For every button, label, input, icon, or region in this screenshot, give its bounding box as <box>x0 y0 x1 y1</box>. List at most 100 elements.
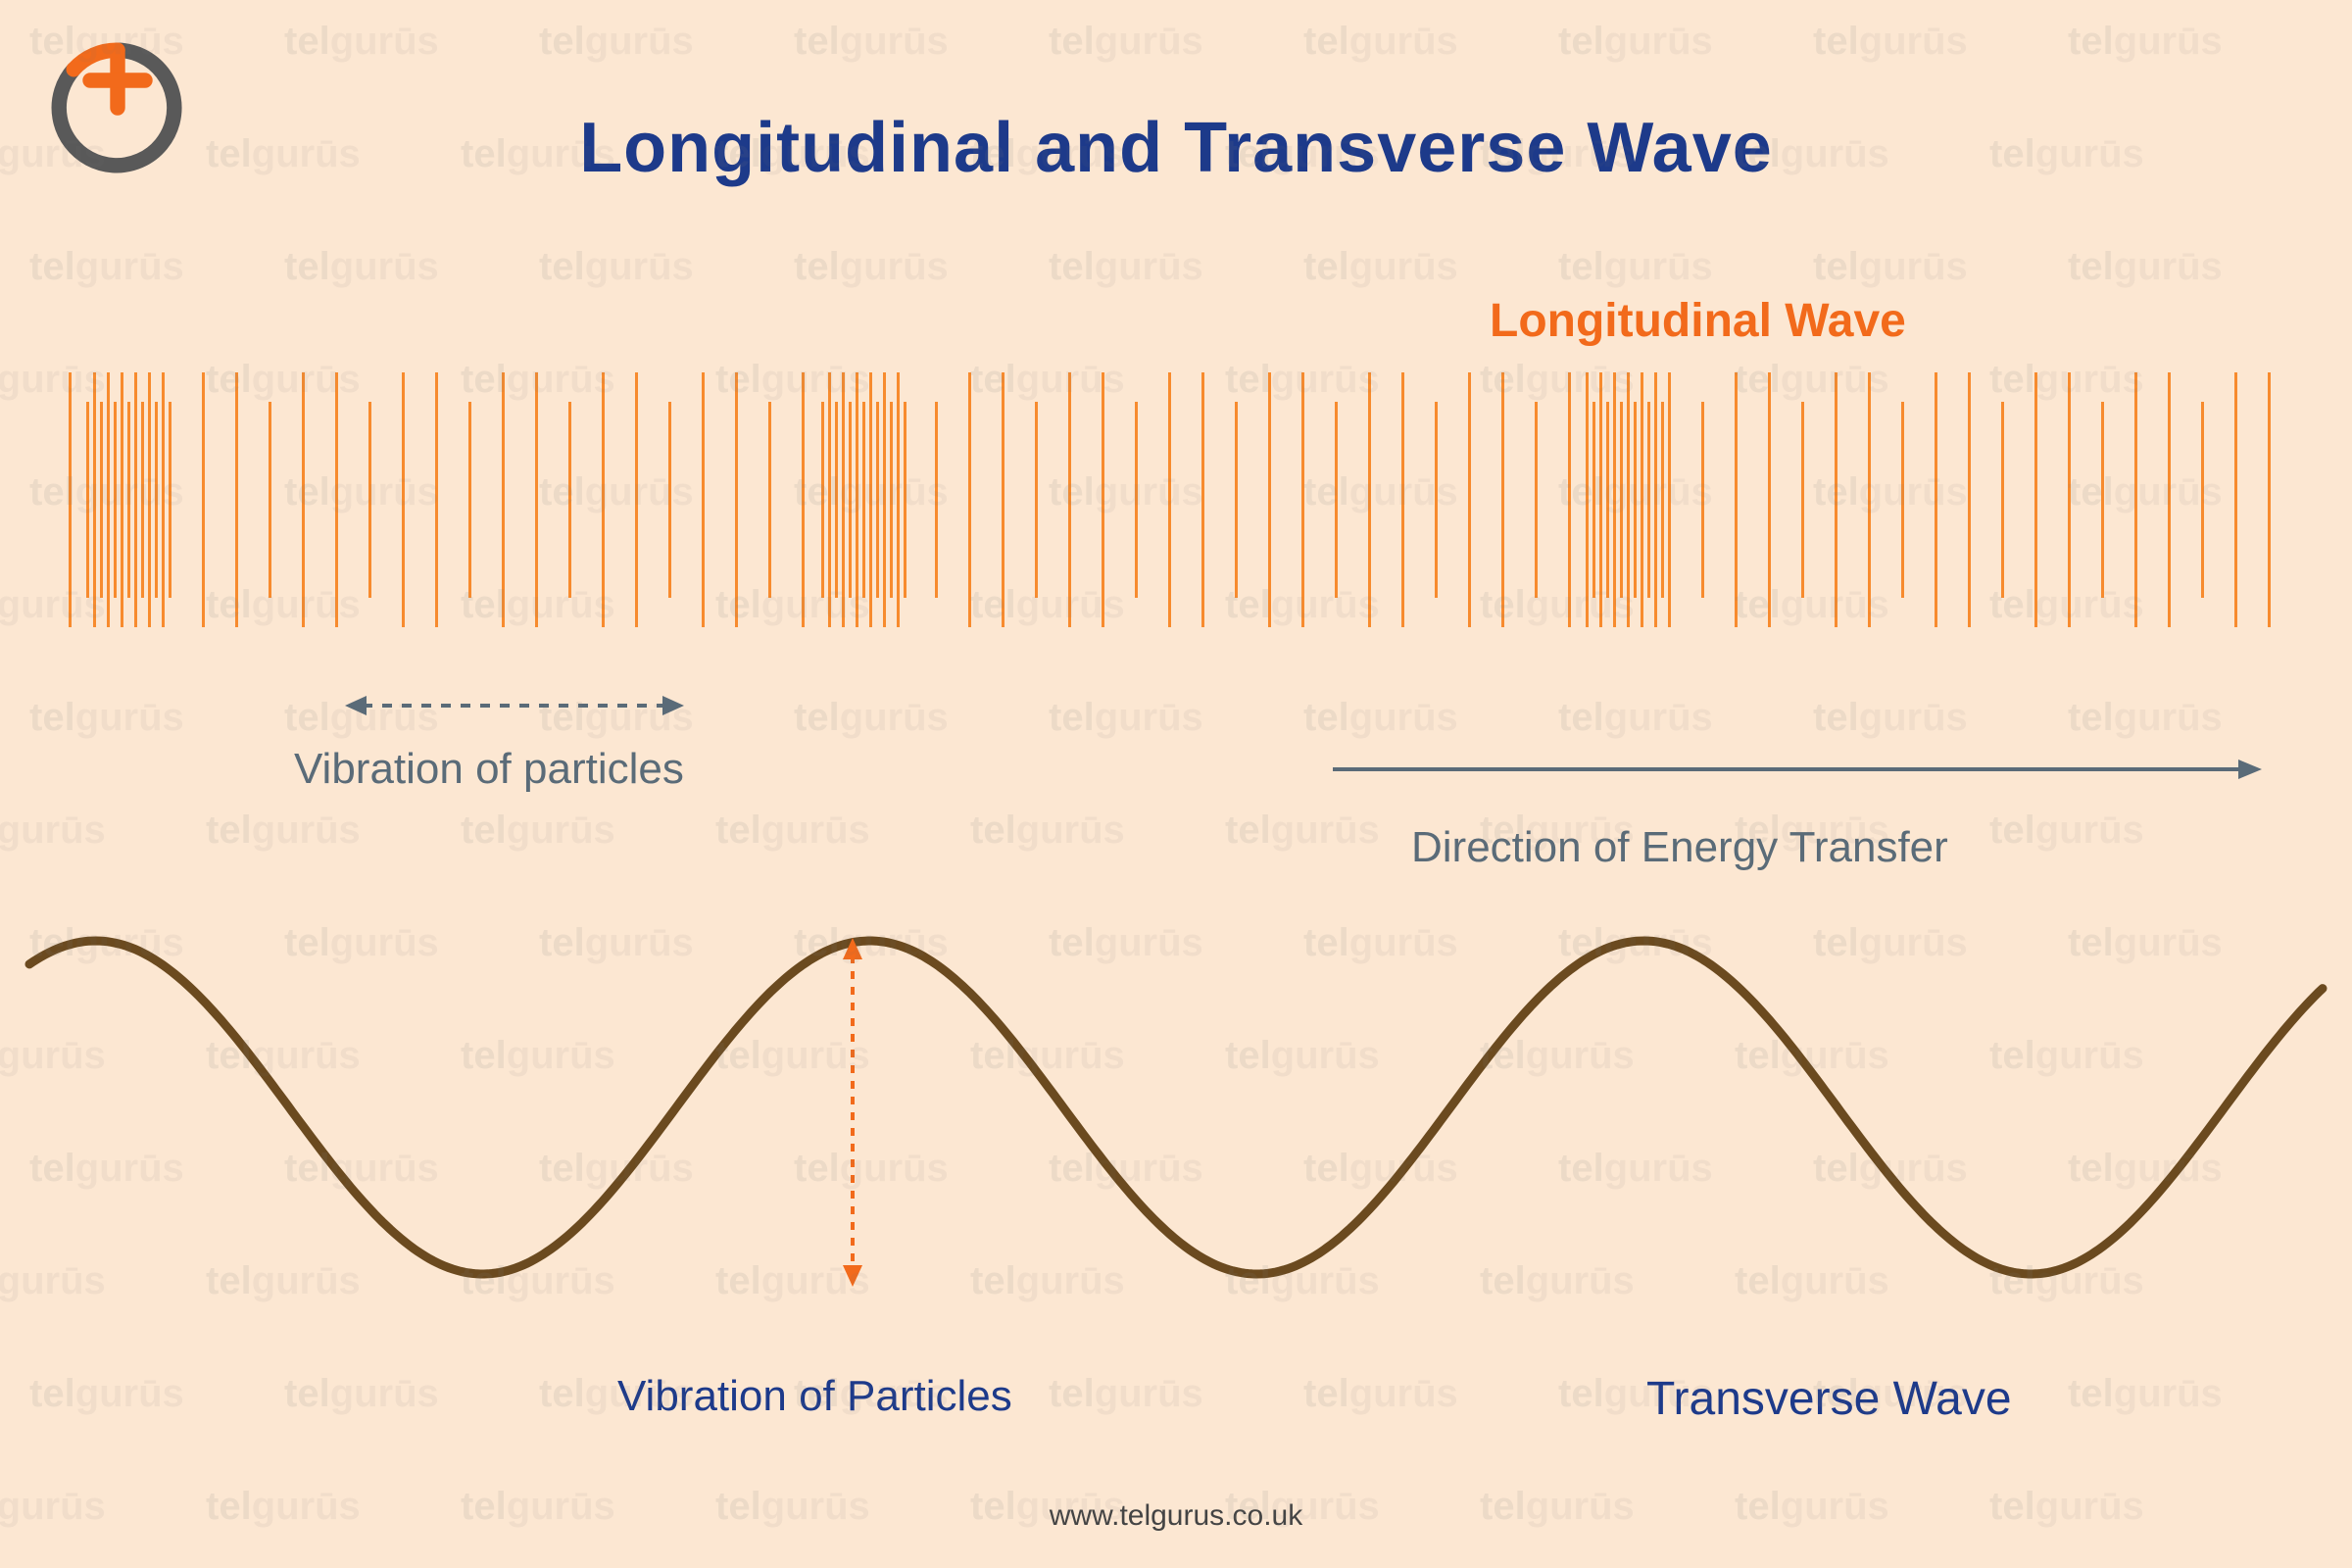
watermark: telgurūs <box>284 921 439 965</box>
watermark: telgurūs <box>715 808 870 853</box>
watermark: telgurūs <box>461 1485 615 1529</box>
watermark: telgurūs <box>1303 470 1458 514</box>
longitudinal-line <box>1235 402 1238 598</box>
watermark: telgurūs <box>461 808 615 853</box>
watermark: telgurūs <box>1735 1485 1889 1529</box>
watermark: telgurūs <box>1049 245 1203 289</box>
watermark: telgurūs <box>1049 696 1203 740</box>
watermark: telgurūs <box>715 583 870 627</box>
watermark: telgurūs <box>1813 1372 1968 1416</box>
watermark: telgurūs <box>1480 808 1635 853</box>
longitudinal-line <box>1801 402 1804 598</box>
watermark: telgurūs <box>206 1485 361 1529</box>
watermark: telgurūs <box>1225 1259 1380 1303</box>
watermark: telgurūs <box>29 696 184 740</box>
longitudinal-line <box>468 402 471 598</box>
longitudinal-line <box>1468 372 1471 627</box>
watermark: telgurūs <box>1480 1034 1635 1078</box>
watermark: telgurūs <box>1558 245 1713 289</box>
watermark: telgurūs <box>29 470 184 514</box>
watermark: telgurūs <box>1049 20 1203 64</box>
watermark: telgurūs <box>1225 358 1380 402</box>
watermark: telgurūs <box>1303 696 1458 740</box>
watermark: telgurūs <box>539 1372 694 1416</box>
watermark: telgurūs <box>970 132 1125 176</box>
watermark: telgurūs <box>461 358 615 402</box>
watermark: telgurūs <box>206 1034 361 1078</box>
watermark: telgurūs <box>461 132 615 176</box>
watermark: telgurūs <box>1989 132 2144 176</box>
watermark: telgurūs <box>2068 470 2223 514</box>
watermark: telgurūs <box>2068 1372 2223 1416</box>
watermark: telgurūs <box>284 20 439 64</box>
longitudinal-line <box>269 402 271 598</box>
watermark: telgurūs <box>1735 1259 1889 1303</box>
watermark: telgurūs <box>1303 245 1458 289</box>
watermark: telgurūs <box>1480 358 1635 402</box>
watermark: telgurūs <box>0 808 106 853</box>
watermark: telgurūs <box>794 1147 949 1191</box>
longitudinal-line <box>202 372 205 627</box>
watermark: telgurūs <box>206 132 361 176</box>
watermark: telgurūs <box>1049 470 1203 514</box>
watermark: telgurūs <box>1813 245 1968 289</box>
watermark: telgurūs <box>1480 1259 1635 1303</box>
watermark: telgurūs <box>1989 583 2144 627</box>
longitudinal-line <box>768 402 771 598</box>
watermark: telgurūs <box>715 1485 870 1529</box>
watermark: telgurūs <box>1735 583 1889 627</box>
watermark: telgurūs <box>1989 808 2144 853</box>
watermark: telgurūs <box>794 1372 949 1416</box>
watermark: telgurūs <box>206 358 361 402</box>
watermark: telgurūs <box>1303 921 1458 965</box>
watermark: telgurūs <box>1303 1147 1458 1191</box>
watermark: telgurūs <box>461 583 615 627</box>
watermark: telgurūs <box>1558 1147 1713 1191</box>
vibration-horizontal-label: Vibration of particles <box>294 745 684 794</box>
watermark: telgurūs <box>1735 1034 1889 1078</box>
watermark: telgurūs <box>715 132 870 176</box>
watermark: telgurūs <box>29 1147 184 1191</box>
watermark: telgurūs <box>794 20 949 64</box>
watermark: telgurūs <box>29 921 184 965</box>
watermark: telgurūs <box>2068 245 2223 289</box>
longitudinal-line <box>2234 372 2237 627</box>
watermark: telgurūs <box>1735 132 1889 176</box>
watermark: telgurūs <box>539 1147 694 1191</box>
watermark: telgurūs <box>1049 1372 1203 1416</box>
watermark: telgurūs <box>1813 470 1968 514</box>
watermark: telgurūs <box>539 696 694 740</box>
watermark: telgurūs <box>1558 470 1713 514</box>
longitudinal-wave-label: Longitudinal Wave <box>1490 294 1906 348</box>
watermark: telgurūs <box>539 921 694 965</box>
watermark: telgurūs <box>1225 132 1380 176</box>
watermark: telgurūs <box>1049 1147 1203 1191</box>
longitudinal-line <box>702 372 705 627</box>
watermark: telgurūs <box>1303 20 1458 64</box>
watermark: telgurūs <box>1225 583 1380 627</box>
vibration-vertical-arrow-icon <box>833 936 872 1289</box>
watermark: telgurūs <box>970 808 1125 853</box>
watermark: telgurūs <box>1813 696 1968 740</box>
watermark: telgurūs <box>1735 358 1889 402</box>
watermark: telgurūs <box>206 1259 361 1303</box>
watermark: telgurūs <box>970 1259 1125 1303</box>
watermark: telgurūs <box>0 132 106 176</box>
watermark: telgurūs <box>29 1372 184 1416</box>
longitudinal-line <box>2268 372 2271 627</box>
watermark: telgurūs <box>1303 1372 1458 1416</box>
watermark: telgurūs <box>1480 583 1635 627</box>
watermark: telgurūs <box>794 245 949 289</box>
longitudinal-line <box>2001 402 2004 598</box>
watermark: telgurūs <box>1225 808 1380 853</box>
watermark: telgurūs <box>970 1034 1125 1078</box>
watermark: telgurūs <box>539 470 694 514</box>
watermark: telgurūs <box>284 1372 439 1416</box>
watermark: telgurūs <box>970 358 1125 402</box>
watermark: telgurūs <box>284 696 439 740</box>
watermark: telgurūs <box>794 470 949 514</box>
watermark: telgurūs <box>1225 1485 1380 1529</box>
longitudinal-line <box>1035 402 1038 598</box>
watermark: telgurūs <box>539 20 694 64</box>
watermark: telgurūs <box>539 245 694 289</box>
